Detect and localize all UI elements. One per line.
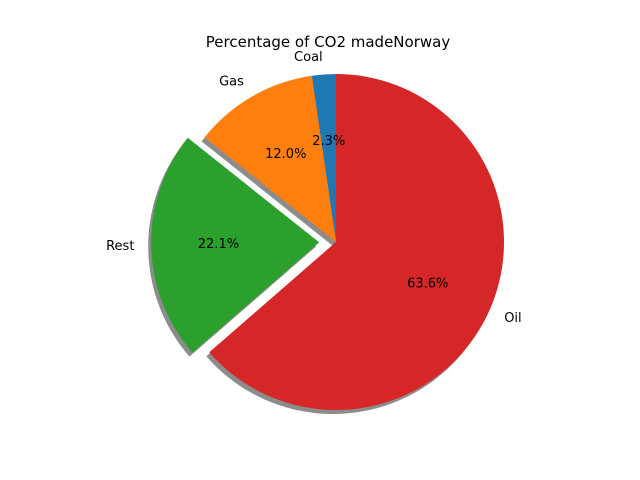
wedge-oil — [209, 74, 504, 410]
wedge-label-coal: Coal — [294, 50, 323, 65]
pct-label-rest: 22.1% — [198, 237, 239, 252]
wedge-coal — [311, 74, 336, 242]
pct-label-gas: 12.0% — [265, 147, 306, 162]
wedge-label-rest: Rest — [106, 239, 134, 254]
chart-title: Percentage of CO2 madeNorway — [205, 33, 451, 51]
wedge-rest — [151, 137, 320, 353]
pie-wedge-layer — [151, 74, 504, 410]
wedge-gas — [204, 75, 336, 242]
pct-label-oil: 63.6% — [407, 276, 448, 291]
wedge-label-gas: Gas — [219, 74, 244, 89]
wedge-label-oil: Oil — [504, 311, 521, 326]
pct-label-coal: 2.3% — [312, 134, 345, 149]
pie-label-layer: Coal 2.3% Gas 12.0% Rest 22.1% Oil 63.6% — [106, 50, 522, 326]
